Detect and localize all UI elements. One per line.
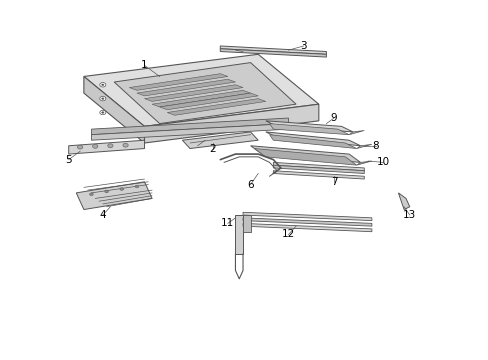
Polygon shape <box>91 123 288 140</box>
Circle shape <box>100 82 105 87</box>
Text: 11: 11 <box>221 219 234 228</box>
Polygon shape <box>273 171 364 179</box>
Polygon shape <box>220 49 326 57</box>
Text: 3: 3 <box>300 41 306 51</box>
Circle shape <box>104 190 108 193</box>
Text: 7: 7 <box>330 177 337 187</box>
Polygon shape <box>152 90 250 107</box>
Polygon shape <box>91 118 288 135</box>
Text: 6: 6 <box>247 180 253 190</box>
Polygon shape <box>220 46 326 54</box>
Polygon shape <box>356 161 371 165</box>
Polygon shape <box>235 215 243 254</box>
Text: 5: 5 <box>65 155 72 165</box>
Polygon shape <box>84 76 144 143</box>
Text: 9: 9 <box>330 113 337 123</box>
Polygon shape <box>144 85 243 102</box>
Circle shape <box>122 143 128 147</box>
Polygon shape <box>159 93 258 110</box>
Polygon shape <box>269 135 356 149</box>
Polygon shape <box>182 132 258 149</box>
Polygon shape <box>243 223 371 232</box>
Polygon shape <box>269 123 348 135</box>
Polygon shape <box>129 74 227 90</box>
Polygon shape <box>254 149 356 165</box>
Polygon shape <box>84 54 318 126</box>
Polygon shape <box>273 162 364 171</box>
Polygon shape <box>167 99 265 115</box>
Polygon shape <box>250 146 360 162</box>
Text: 13: 13 <box>402 210 416 220</box>
Polygon shape <box>273 165 364 174</box>
Circle shape <box>107 144 113 148</box>
Polygon shape <box>243 212 371 221</box>
Text: 4: 4 <box>99 210 106 220</box>
Polygon shape <box>144 104 318 143</box>
Circle shape <box>100 110 105 115</box>
Polygon shape <box>265 121 352 132</box>
Circle shape <box>135 185 139 188</box>
Polygon shape <box>243 215 250 232</box>
Text: 2: 2 <box>209 144 216 153</box>
Circle shape <box>102 84 104 86</box>
Circle shape <box>120 188 123 190</box>
Polygon shape <box>76 182 152 210</box>
Polygon shape <box>265 132 360 146</box>
Circle shape <box>102 98 104 99</box>
Text: 1: 1 <box>141 60 147 70</box>
Polygon shape <box>348 131 364 135</box>
Circle shape <box>77 145 82 149</box>
Circle shape <box>100 96 105 101</box>
Text: 8: 8 <box>371 141 378 151</box>
Circle shape <box>92 144 98 148</box>
Text: 10: 10 <box>376 157 389 167</box>
Polygon shape <box>356 144 371 149</box>
Circle shape <box>102 112 104 113</box>
Polygon shape <box>398 193 409 210</box>
Polygon shape <box>68 140 144 154</box>
Polygon shape <box>243 218 371 226</box>
Circle shape <box>89 193 93 196</box>
Polygon shape <box>137 79 235 96</box>
Polygon shape <box>114 63 296 123</box>
Text: 12: 12 <box>281 229 295 239</box>
